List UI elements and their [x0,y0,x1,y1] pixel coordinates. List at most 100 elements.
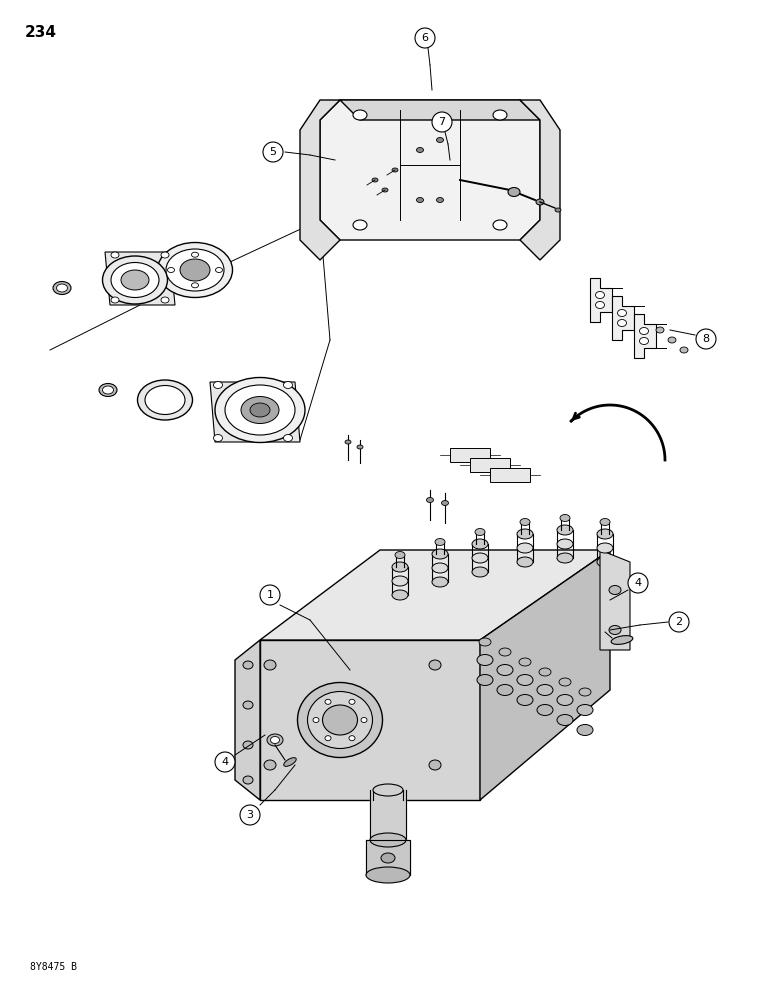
Ellipse shape [325,736,331,741]
Ellipse shape [597,557,613,567]
Ellipse shape [56,284,67,292]
Text: 4: 4 [635,578,642,588]
Ellipse shape [323,705,357,735]
Ellipse shape [191,252,198,257]
Ellipse shape [366,867,410,883]
Ellipse shape [600,518,610,526]
Ellipse shape [392,576,408,586]
Ellipse shape [392,168,398,172]
Ellipse shape [215,377,305,442]
Polygon shape [260,550,610,640]
Circle shape [669,612,689,632]
Ellipse shape [99,383,117,396]
Ellipse shape [111,297,119,303]
Ellipse shape [381,853,395,863]
Ellipse shape [517,543,533,553]
Ellipse shape [479,638,491,646]
Ellipse shape [191,283,198,288]
Ellipse shape [214,434,222,442]
Ellipse shape [283,434,293,442]
Circle shape [696,329,716,349]
Ellipse shape [577,724,593,736]
Polygon shape [590,278,612,322]
Ellipse shape [243,661,253,669]
Ellipse shape [432,577,448,587]
Ellipse shape [611,636,633,644]
Ellipse shape [426,497,434,502]
Polygon shape [520,100,560,260]
Ellipse shape [225,385,295,435]
Text: 4: 4 [222,757,229,767]
Ellipse shape [392,590,408,600]
Polygon shape [370,790,406,840]
Ellipse shape [432,563,448,573]
Ellipse shape [382,188,388,192]
Ellipse shape [370,833,406,847]
Ellipse shape [349,736,355,741]
Polygon shape [340,100,540,120]
Ellipse shape [353,220,367,230]
Ellipse shape [557,714,573,726]
Ellipse shape [560,514,570,522]
Ellipse shape [353,110,367,120]
Ellipse shape [243,701,253,709]
Ellipse shape [597,529,613,539]
Ellipse shape [493,220,507,230]
Ellipse shape [536,199,544,205]
Text: 7: 7 [438,117,445,127]
Ellipse shape [537,684,553,696]
Ellipse shape [559,678,571,686]
Ellipse shape [161,297,169,303]
Ellipse shape [508,188,520,196]
Polygon shape [600,550,630,650]
Ellipse shape [579,688,591,696]
Ellipse shape [442,500,449,506]
Ellipse shape [417,147,424,152]
Polygon shape [300,100,340,260]
Ellipse shape [595,292,604,298]
Text: 6: 6 [422,33,428,43]
Ellipse shape [215,267,222,272]
Ellipse shape [537,704,553,716]
Ellipse shape [497,664,513,676]
Ellipse shape [157,242,232,298]
Ellipse shape [639,328,648,334]
Polygon shape [260,640,480,800]
Ellipse shape [313,718,319,722]
Ellipse shape [307,692,373,748]
Polygon shape [490,468,530,482]
Ellipse shape [618,320,627,326]
Ellipse shape [270,736,279,744]
Circle shape [260,585,280,605]
Ellipse shape [372,178,378,182]
Ellipse shape [103,256,168,304]
Polygon shape [320,100,540,240]
Ellipse shape [250,403,270,417]
Ellipse shape [472,539,488,549]
Ellipse shape [539,668,551,676]
Text: 8Y8475 B: 8Y8475 B [30,962,77,972]
Circle shape [432,112,452,132]
Polygon shape [366,840,410,875]
Ellipse shape [103,386,113,394]
Ellipse shape [517,529,533,539]
Ellipse shape [517,674,533,686]
Ellipse shape [111,262,159,298]
Ellipse shape [429,760,441,770]
Circle shape [628,573,648,593]
Circle shape [415,28,435,48]
Polygon shape [105,252,175,305]
Ellipse shape [639,338,648,344]
Ellipse shape [166,249,224,291]
Ellipse shape [121,270,149,290]
Ellipse shape [472,553,488,563]
Ellipse shape [373,784,403,796]
Ellipse shape [668,337,676,343]
Ellipse shape [267,734,283,746]
Ellipse shape [577,704,593,716]
Ellipse shape [499,648,511,656]
Polygon shape [480,550,610,800]
Ellipse shape [436,198,443,202]
Text: 2: 2 [676,617,682,627]
Ellipse shape [472,567,488,577]
